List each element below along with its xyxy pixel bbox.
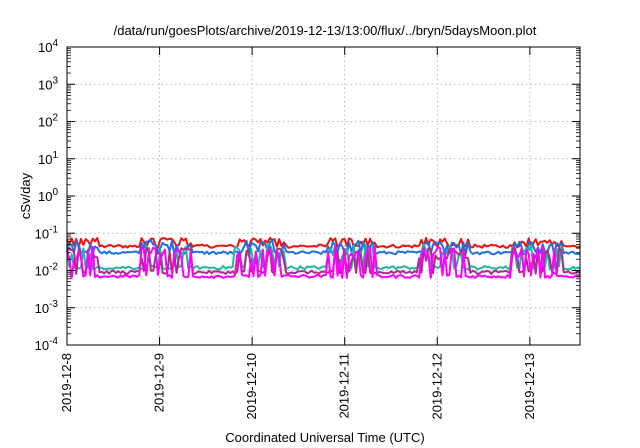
y-tick-base: 10 [38, 189, 52, 204]
y-tick-exponent: 0 [52, 187, 58, 198]
x-axis-label: Coordinated Universal Time (UTC) [225, 430, 424, 445]
series-line [66, 245, 581, 279]
series-lines [66, 236, 581, 279]
y-tick-exponent: 1 [52, 150, 58, 161]
y-tick-label: 10-3 [35, 299, 59, 316]
y-tick-exponent: -3 [49, 299, 58, 310]
y-tick-label: 10-4 [35, 336, 59, 353]
y-tick-base: 10 [38, 77, 52, 92]
y-tick-base: 10 [35, 264, 49, 279]
y-tick-base: 10 [35, 226, 49, 241]
series-line [66, 236, 581, 249]
y-tick-exponent: 4 [52, 38, 58, 49]
y-tick-label: 10-2 [35, 262, 59, 279]
series-line [66, 239, 581, 256]
y-tick-label: 100 [38, 187, 58, 204]
series-line [66, 247, 581, 275]
x-axis: 2019-12-8 2019-12-9 2019-12-10 2019-12-11 20… [59, 47, 537, 420]
y-tick-exponent: 2 [52, 113, 58, 124]
y-tick-exponent: -1 [49, 224, 58, 235]
y-tick-label: 101 [38, 150, 58, 167]
series-line [66, 243, 581, 271]
y-tick-label: 102 [38, 113, 58, 130]
y-tick-base: 10 [38, 40, 52, 55]
y-tick-exponent: 3 [52, 75, 58, 86]
y-tick-label: 104 [38, 38, 58, 55]
y-tick-exponent: -4 [49, 336, 58, 347]
x-tick-label: 2019-12-8 [59, 353, 74, 412]
x-tick-label: 2019-12-12 [429, 353, 444, 420]
x-tick-label: 2019-12-13 [522, 353, 537, 420]
y-tick-base: 10 [35, 301, 49, 316]
y-tick-base: 10 [38, 152, 52, 167]
y-tick-base: 10 [35, 338, 49, 353]
chart-title: /data/run/goesPlots/archive/2019-12-13/1… [114, 23, 537, 38]
x-tick-label: 2019-12-11 [337, 353, 352, 419]
y-tick-base: 10 [38, 115, 52, 130]
x-tick-label: 2019-12-9 [152, 353, 167, 412]
x-tick-label: 2019-12-10 [244, 353, 259, 420]
y-axis-label: cSv/day [18, 172, 33, 219]
y-tick-exponent: -2 [49, 262, 58, 273]
y-tick-label: 10-1 [35, 224, 59, 241]
y-tick-label: 103 [38, 75, 58, 92]
